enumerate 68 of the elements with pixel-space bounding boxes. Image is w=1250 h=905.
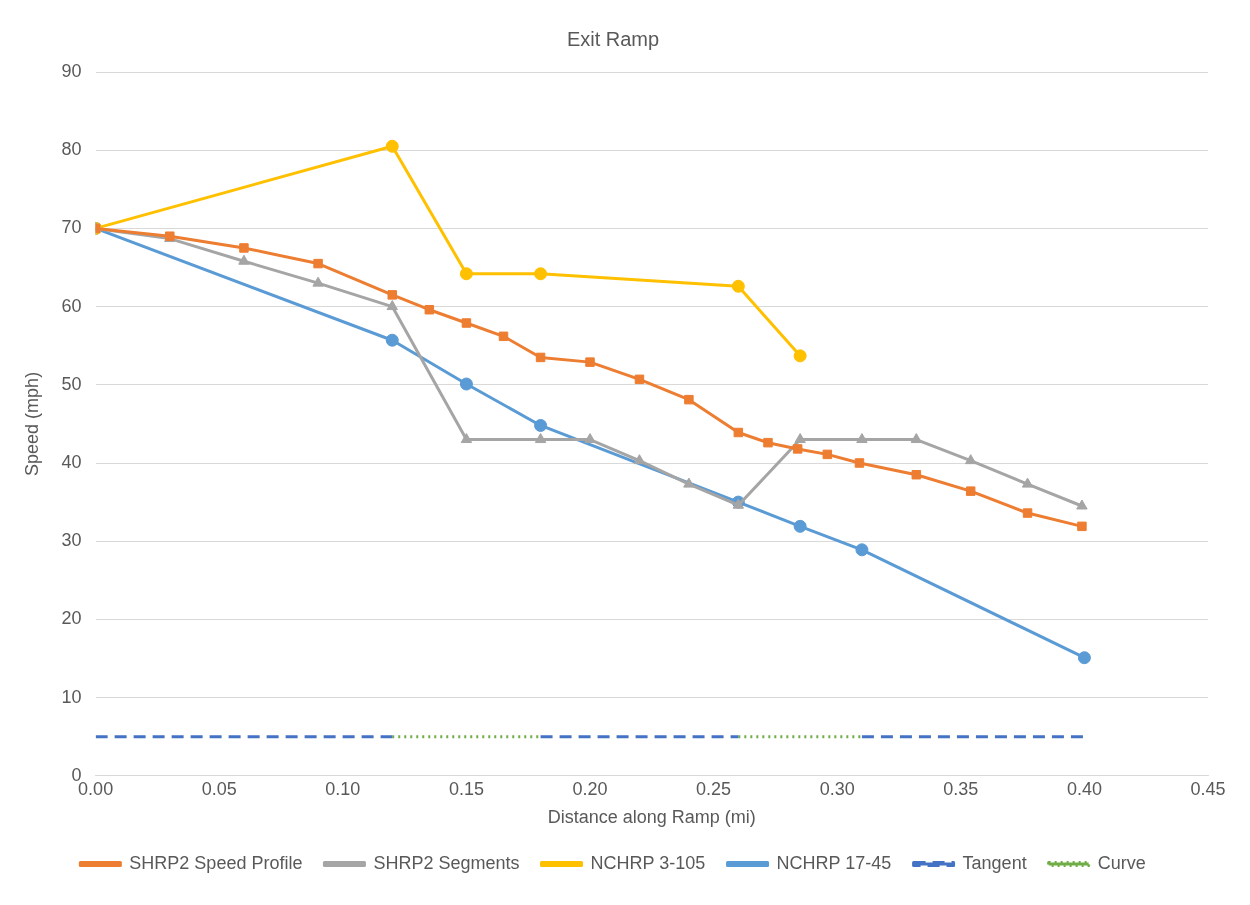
y-axis-title: Speed (mph) (21, 371, 42, 476)
point (312, 276, 324, 287)
y-tick-label: 10 (61, 686, 82, 707)
point (534, 267, 548, 281)
x-tick-label: 0.40 (1066, 778, 1102, 799)
legend-label: Curve (1097, 852, 1146, 873)
x-axis-title: Distance along Ramp (mi) (547, 807, 756, 828)
x-tick-label: 0.05 (201, 778, 237, 799)
chart-title: Exit Ramp (566, 27, 660, 50)
point (911, 469, 922, 480)
legend-label: Tangent (962, 852, 1027, 873)
point (733, 427, 744, 438)
x-tick-label: 0.25 (696, 778, 732, 799)
point (965, 486, 976, 496)
point (793, 519, 807, 533)
legend-label: NCHRP 17-45 (776, 852, 892, 873)
y-tick-label: 40 (61, 451, 82, 472)
point (1076, 499, 1088, 510)
point (534, 433, 547, 444)
x-tick-label: 0.20 (572, 778, 608, 799)
point (1077, 521, 1087, 532)
point (385, 333, 399, 347)
legend-label: SHRP2 Speed Profile (129, 852, 303, 873)
point (965, 454, 977, 465)
point (534, 418, 548, 432)
y-tick-label: 20 (61, 608, 82, 629)
point (238, 254, 250, 265)
point (424, 304, 435, 315)
y-tick-label: 50 (61, 373, 82, 394)
point (498, 331, 509, 342)
point (684, 394, 694, 405)
point (313, 258, 323, 269)
x-tick-label: 0.45 (1190, 778, 1226, 799)
point (731, 279, 745, 293)
y-tick-label: 30 (61, 530, 82, 551)
x-tick-label: 0.35 (943, 778, 979, 799)
point (1077, 651, 1091, 665)
point (460, 433, 473, 444)
legend-label: NCHRP 3-105 (590, 852, 706, 873)
point (634, 374, 645, 385)
point (459, 267, 473, 281)
legend-label: SHRP2 Segments (373, 852, 520, 873)
y-tick-label: 80 (61, 139, 82, 160)
point (763, 437, 773, 448)
y-tick-label: 70 (61, 217, 82, 238)
point (461, 318, 472, 328)
point (683, 477, 695, 488)
point (239, 243, 249, 253)
point (585, 357, 595, 367)
point (1021, 477, 1034, 488)
point (459, 377, 473, 391)
point (387, 290, 397, 300)
point (386, 300, 398, 311)
point (385, 139, 399, 153)
point (794, 433, 806, 444)
y-tick-label: 90 (61, 60, 82, 81)
point (792, 444, 803, 454)
point (793, 349, 807, 363)
point (1022, 508, 1033, 518)
point (822, 449, 833, 460)
x-tick-label: 0.30 (819, 778, 855, 799)
point (855, 543, 869, 557)
x-tick-label: 0.15 (448, 778, 484, 799)
x-tick-label: 0.10 (325, 778, 361, 799)
point (854, 458, 865, 468)
y-tick-label: 60 (61, 295, 82, 316)
point (856, 433, 868, 444)
point (535, 352, 546, 363)
